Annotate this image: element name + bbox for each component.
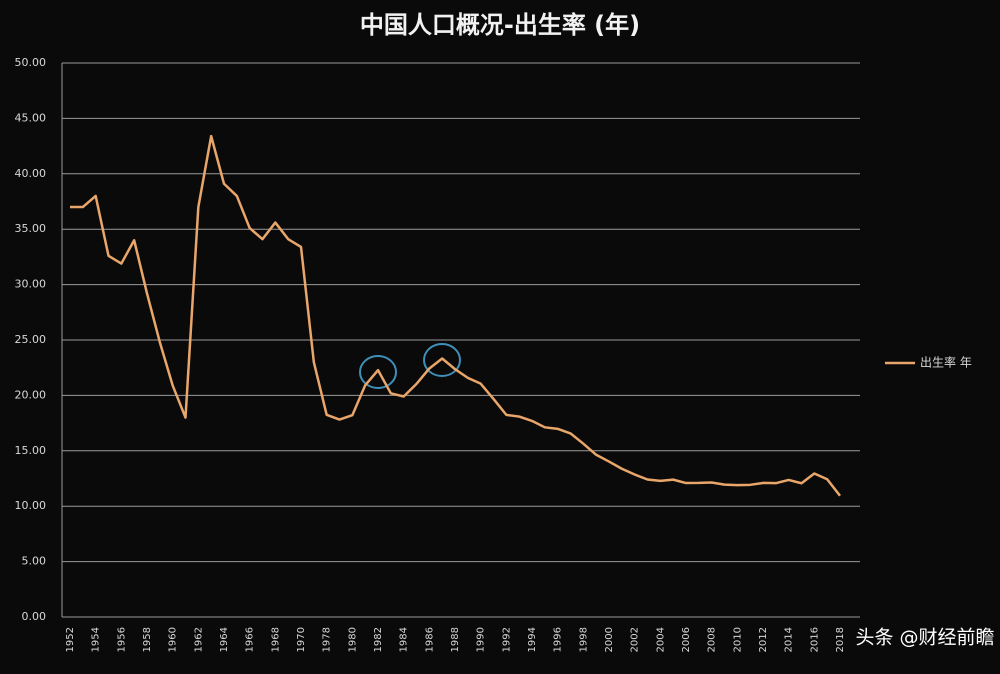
x-tick-label: 2014 (784, 627, 795, 652)
x-tick-label: 2000 (604, 627, 615, 652)
chart-title: 中国人口概况-出生率 (年) (360, 11, 640, 39)
series-line (70, 134, 841, 497)
x-tick-label: 2018 (835, 627, 846, 652)
x-tick-label: 1992 (501, 627, 512, 652)
x-tick-label: 1960 (168, 627, 179, 652)
x-tick-label: 2016 (809, 627, 820, 652)
x-tick-label: 2002 (630, 627, 641, 652)
x-tick-label: 1968 (270, 627, 281, 652)
x-tick-label: 1966 (245, 627, 256, 652)
x-tick-label: 1970 (296, 627, 307, 652)
y-tick-label: 25.00 (15, 333, 47, 346)
x-tick-label: 1954 (91, 627, 102, 652)
x-tick-label: 1982 (373, 627, 384, 652)
y-tick-label: 35.00 (15, 222, 47, 235)
x-tick-label: 1956 (116, 627, 127, 652)
y-tick-label: 20.00 (15, 388, 47, 401)
x-tick-label: 1962 (193, 627, 204, 652)
y-tick-label: 15.00 (15, 444, 47, 457)
x-tick-label: 1988 (450, 627, 461, 652)
annotation-circle (423, 343, 461, 377)
x-tick-label: 2010 (732, 627, 743, 652)
y-tick-label: 0.00 (22, 610, 47, 623)
annotation-circle (359, 355, 397, 389)
legend-label: 出生率 年 (920, 355, 972, 370)
y-tick-label: 45.00 (15, 111, 47, 124)
x-tick-label: 1986 (424, 627, 435, 652)
x-tick-label: 2008 (707, 627, 718, 652)
y-tick-label: 10.00 (15, 499, 47, 512)
y-tick-label: 5.00 (22, 555, 47, 568)
x-tick-label: 2004 (655, 627, 666, 652)
y-tick-label: 50.00 (15, 56, 47, 69)
x-tick-label: 1980 (347, 627, 358, 652)
x-tick-label: 2006 (681, 627, 692, 652)
y-tick-label: 40.00 (15, 167, 47, 180)
x-tick-label: 1984 (399, 627, 410, 652)
x-tick-label: 1998 (578, 627, 589, 652)
x-tick-label: 1964 (219, 627, 230, 652)
x-tick-label: 1994 (527, 627, 538, 652)
watermark: 头条 @财经前瞻 (855, 627, 994, 649)
x-tick-label: 1978 (322, 627, 333, 652)
x-tick-label: 1996 (553, 627, 564, 652)
x-tick-label: 1958 (142, 627, 153, 652)
x-tick-label: 2012 (758, 627, 769, 652)
y-tick-label: 30.00 (15, 278, 47, 291)
x-tick-label: 1952 (65, 627, 76, 652)
x-tick-label: 1990 (476, 627, 487, 652)
